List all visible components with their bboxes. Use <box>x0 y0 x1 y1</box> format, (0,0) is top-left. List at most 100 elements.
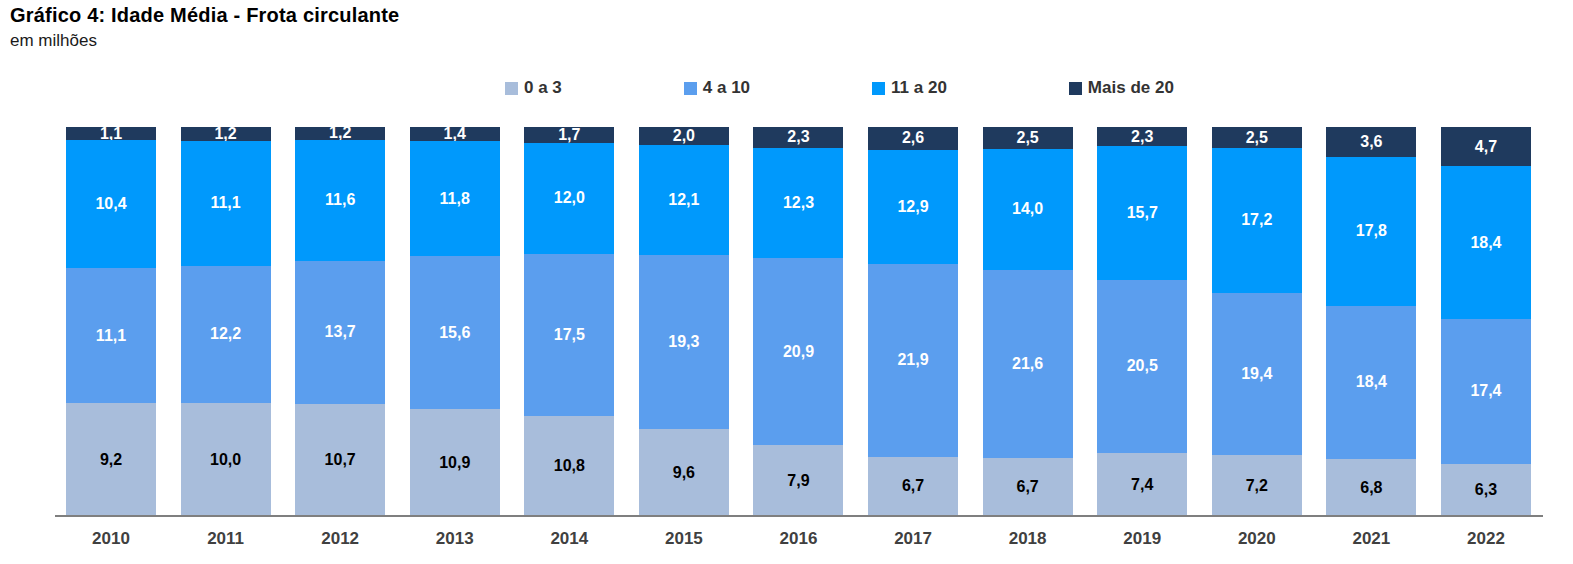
bar-column-2014: 1,7 12,0 17,5 10,8 <box>524 127 614 516</box>
bar-segment-4-a-10-2015: 19,3 <box>639 255 729 430</box>
bar-value-label: 20,9 <box>783 344 814 360</box>
legend-label: 4 a 10 <box>703 78 750 98</box>
bar-value-label: 12,0 <box>554 190 585 206</box>
bar-segment-mais-de-20-2013: 1,4 <box>410 127 500 141</box>
bar-segment-0-a-3-2016: 7,9 <box>753 445 843 516</box>
bar-segment-0-a-3-2014: 10,8 <box>524 416 614 516</box>
legend-swatch-icon <box>684 82 697 95</box>
bar-column-2021: 3,617,818,46,8 <box>1326 127 1416 516</box>
bar-value-label: 6,3 <box>1475 482 1497 498</box>
x-axis-label-2015: 2015 <box>639 529 729 549</box>
bar-segment-4-a-10-2012: 13,7 <box>295 261 385 404</box>
bar-segment-0-a-3-2012: 10,7 <box>295 404 385 516</box>
bar-segment-4-a-10-2020: 19,4 <box>1212 293 1302 456</box>
x-axis-label-2013: 2013 <box>410 529 500 549</box>
bar-column-2017: 2,6 12,9 21,9 6,7 <box>868 127 958 516</box>
bar-segment-11-a-20-2019: 15,7 <box>1097 146 1187 279</box>
bar-value-label: 1,7 <box>558 127 580 143</box>
bar-value-label: 12,9 <box>897 199 928 215</box>
x-axis-label-2012: 2012 <box>295 529 385 549</box>
bar-segment-4-a-10-2022: 17,4 <box>1441 319 1531 464</box>
bar-value-label: 17,5 <box>554 327 585 343</box>
bar-segment-4-a-10-2019: 20,5 <box>1097 280 1187 454</box>
bar-segment-mais-de-20-2020: 2,5 <box>1212 127 1302 148</box>
bar-value-label: 17,4 <box>1470 383 1501 399</box>
bar-value-label: 2,5 <box>1246 130 1268 146</box>
bar-segment-11-a-20-2016: 12,3 <box>753 148 843 258</box>
legend-item-11-a-20: 11 a 20 <box>872 78 947 98</box>
bar-value-label: 9,6 <box>673 465 695 481</box>
bar-value-label: 2,0 <box>673 128 695 144</box>
legend-swatch-icon <box>505 82 518 95</box>
bar-column-2022: 4,718,417,46,3 <box>1441 127 1531 516</box>
plot-area: 1,110,411,19,21,211,112,210,01,211,613,7… <box>55 127 1543 516</box>
bar-segment-11-a-20-2015: 12,1 <box>639 145 729 254</box>
bar-value-label: 2,3 <box>787 129 809 145</box>
bar-value-label: 7,2 <box>1246 478 1268 494</box>
bar-segment-mais-de-20-2010: 1,1 <box>66 127 156 140</box>
legend-label: 0 a 3 <box>524 78 562 98</box>
x-axis-label-2022: 2022 <box>1441 529 1531 549</box>
bar-segment-11-a-20-2021: 17,8 <box>1326 157 1416 306</box>
legend-label: Mais de 20 <box>1088 78 1174 98</box>
bar-segment-0-a-3-2022: 6,3 <box>1441 464 1531 516</box>
bar-value-label: 14,0 <box>1012 201 1043 217</box>
bar-segment-4-a-10-2013: 15,6 <box>410 256 500 409</box>
bar-column-2015: 2,0 12,1 19,3 9,6 <box>639 127 729 516</box>
bar-value-label: 2,6 <box>902 130 924 146</box>
x-axis-label-2014: 2014 <box>524 529 614 549</box>
bar-column-2020: 2,517,219,47,2 <box>1212 127 1302 516</box>
bar-value-label: 7,9 <box>787 473 809 489</box>
bar-value-label: 1,1 <box>100 126 122 142</box>
bar-value-label: 11,1 <box>96 328 126 344</box>
bar-segment-mais-de-20-2019: 2,3 <box>1097 127 1187 146</box>
bar-value-label: 12,2 <box>210 326 241 342</box>
bar-value-label: 2,5 <box>1017 130 1039 146</box>
bar-segment-11-a-20-2017: 12,9 <box>868 150 958 264</box>
bar-segment-4-a-10-2014: 17,5 <box>524 254 614 416</box>
bar-value-label: 19,4 <box>1241 366 1272 382</box>
bar-value-label: 3,6 <box>1360 134 1382 150</box>
bar-value-label: 11,8 <box>440 191 470 207</box>
bar-segment-mais-de-20-2022: 4,7 <box>1441 127 1531 166</box>
x-axis: 2010201120122013201420152016201720182019… <box>55 529 1543 553</box>
bar-segment-0-a-3-2017: 6,7 <box>868 457 958 516</box>
bar-segment-11-a-20-2011: 11,1 <box>181 141 271 266</box>
bar-value-label: 10,8 <box>554 458 585 474</box>
bar-segment-4-a-10-2017: 21,9 <box>868 264 958 457</box>
bar-value-label: 18,4 <box>1356 374 1387 390</box>
bar-segment-mais-de-20-2014: 1,7 <box>524 127 614 143</box>
bar-value-label: 10,4 <box>95 196 126 212</box>
x-axis-label-2021: 2021 <box>1326 529 1416 549</box>
bar-value-label: 11,1 <box>210 195 240 211</box>
x-axis-line <box>55 515 1543 517</box>
bar-value-label: 15,6 <box>439 325 470 341</box>
bar-segment-0-a-3-2018: 6,7 <box>983 458 1073 516</box>
bar-column-2011: 1,2 11,1 12,2 10,0 <box>181 127 271 516</box>
bar-segment-4-a-10-2016: 20,9 <box>753 258 843 445</box>
bar-value-label: 12,1 <box>668 192 699 208</box>
legend-swatch-icon <box>872 82 885 95</box>
bar-value-label: 21,9 <box>897 352 928 368</box>
legend-swatch-icon <box>1069 82 1082 95</box>
bar-segment-mais-de-20-2011: 1,2 <box>181 127 271 141</box>
bar-value-label: 19,3 <box>668 334 699 350</box>
bar-segment-0-a-3-2020: 7,2 <box>1212 455 1302 515</box>
bar-segment-0-a-3-2019: 7,4 <box>1097 453 1187 516</box>
bar-column-2018: 2,514,021,66,7 <box>983 127 1073 516</box>
bar-segment-0-a-3-2013: 10,9 <box>410 409 500 516</box>
bar-value-label: 10,0 <box>210 452 241 468</box>
x-axis-label-2017: 2017 <box>868 529 958 549</box>
bar-value-label: 17,8 <box>1356 223 1387 239</box>
bar-value-label: 10,7 <box>325 452 356 468</box>
bar-segment-mais-de-20-2016: 2,3 <box>753 127 843 148</box>
bar-value-label: 10,9 <box>439 455 470 471</box>
bar-value-label: 1,2 <box>214 126 236 142</box>
bar-segment-0-a-3-2015: 9,6 <box>639 429 729 516</box>
bar-segment-11-a-20-2018: 14,0 <box>983 149 1073 271</box>
bar-segment-0-a-3-2011: 10,0 <box>181 403 271 516</box>
bar-segment-4-a-10-2011: 12,2 <box>181 266 271 404</box>
bar-column-2019: 2,315,720,57,4 <box>1097 127 1187 516</box>
bar-value-label: 6,7 <box>902 478 924 494</box>
bar-segment-11-a-20-2013: 11,8 <box>410 141 500 257</box>
